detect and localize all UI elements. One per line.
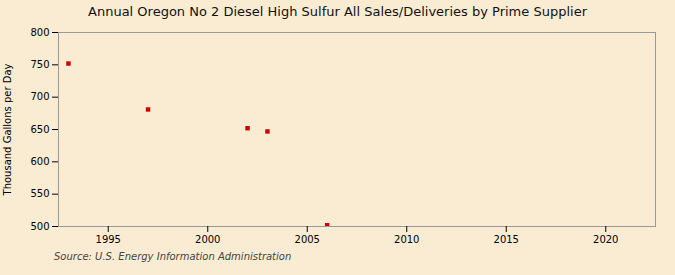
svg-text:Thousand Gallons per Day: Thousand Gallons per Day (2, 63, 13, 196)
svg-text:550: 550 (30, 188, 49, 199)
svg-text:650: 650 (30, 124, 49, 135)
svg-text:600: 600 (30, 156, 49, 167)
svg-text:800: 800 (30, 27, 49, 38)
svg-text:750: 750 (30, 59, 49, 70)
svg-text:2005: 2005 (295, 234, 320, 245)
svg-text:1995: 1995 (96, 234, 121, 245)
svg-text:2015: 2015 (494, 234, 519, 245)
html-text:Annual Oregon No 2 Diesel High: Annual Oregon No 2 Diesel High Sulfur Al… (88, 4, 587, 19)
svg-text:700: 700 (30, 91, 49, 102)
svg-text:2020: 2020 (593, 234, 618, 245)
html-text:Source: U.S. Energy Informatio: Source: U.S. Energy Information Administ… (54, 251, 292, 262)
svg-text:2000: 2000 (195, 234, 220, 245)
svg-text:500: 500 (30, 221, 49, 232)
svg-text:2010: 2010 (394, 234, 419, 245)
